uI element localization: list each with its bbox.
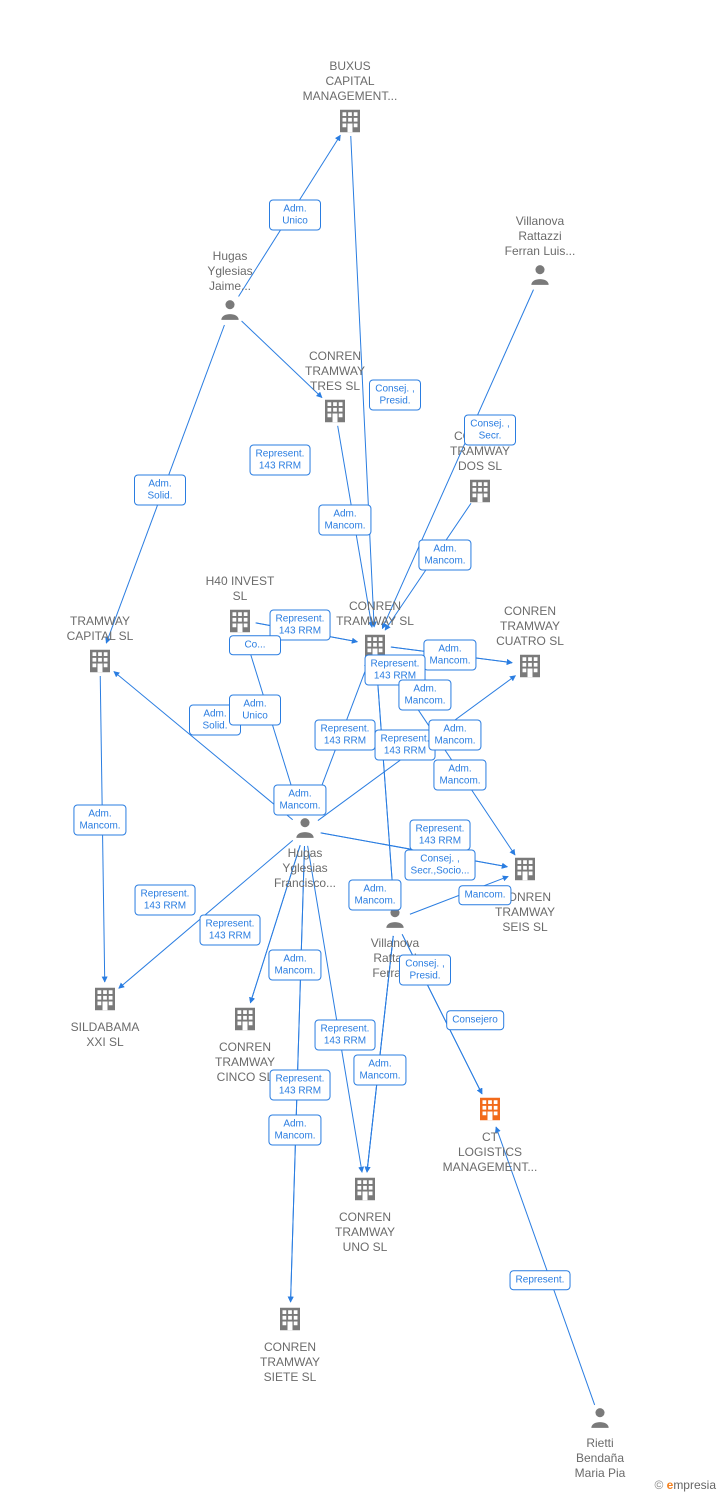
edge-label: Represent.143 RRM — [270, 1070, 331, 1101]
edge-line — [376, 663, 394, 904]
node-label: CONRENTRAMWAYSIETE SL — [235, 1340, 345, 1385]
edge-label: Adm.Mancom. — [418, 540, 471, 571]
building-icon — [90, 984, 120, 1014]
node-label: SILDABAMAXXI SL — [50, 1020, 160, 1050]
node-ct_log[interactable]: CTLOGISTICSMANAGEMENT... — [435, 1094, 545, 1175]
edge-label: Represent.143 RRM — [135, 885, 196, 916]
building-icon — [515, 651, 545, 681]
edge-label: Adm.Mancom. — [433, 760, 486, 791]
person-icon — [217, 296, 243, 322]
node-label: CONRENTRAMWAYCUATRO SL — [475, 604, 585, 649]
person-icon — [527, 261, 553, 287]
edge-label: Represent.143 RRM — [200, 915, 261, 946]
node-buxus[interactable]: BUXUSCAPITALMANAGEMENT... — [295, 59, 405, 140]
node-hugas_f[interactable]: HugasYglesiasFrancisco... — [250, 814, 360, 891]
person-icon — [587, 1404, 613, 1430]
edge-label: Adm.Mancom. — [353, 1055, 406, 1086]
edge-label: Co... — [229, 635, 281, 655]
node-conren_cuatro[interactable]: CONRENTRAMWAYCUATRO SL — [475, 604, 585, 685]
node-label: H40 INVESTSL — [185, 574, 295, 604]
copyright-symbol: © — [654, 1478, 663, 1492]
building-icon — [510, 854, 540, 884]
node-label: HugasYglesiasJaime... — [175, 249, 285, 294]
edge-label: Represent.143 RRM — [315, 720, 376, 751]
node-hugas_j[interactable]: HugasYglesiasJaime... — [175, 249, 285, 326]
edge-label: Adm.Solid. — [134, 475, 186, 506]
edge-label: Represent.143 RRM — [410, 820, 471, 851]
node-sildabama[interactable]: SILDABAMAXXI SL — [50, 984, 160, 1050]
node-label: CONRENTRAMWAYUNO SL — [310, 1210, 420, 1255]
building-icon — [465, 476, 495, 506]
building-icon — [85, 646, 115, 676]
edge-label: Consej. ,Presid. — [369, 380, 421, 411]
person-icon — [292, 814, 318, 840]
node-conren_uno[interactable]: CONRENTRAMWAYUNO SL — [310, 1174, 420, 1255]
edge-label: Adm.Mancom. — [428, 720, 481, 751]
node-label: BUXUSCAPITALMANAGEMENT... — [295, 59, 405, 104]
building-icon — [335, 106, 365, 136]
building-icon — [475, 1094, 505, 1124]
node-label: TRAMWAYCAPITAL SL — [45, 614, 155, 644]
node-label: HugasYglesiasFrancisco... — [250, 846, 360, 891]
building-icon — [275, 1304, 305, 1334]
node-rietti[interactable]: RiettiBendañaMaria Pia — [545, 1404, 655, 1481]
node-conren_siete[interactable]: CONRENTRAMWAYSIETE SL — [235, 1304, 345, 1385]
building-icon — [320, 396, 350, 426]
edge-label: Adm.Mancom. — [73, 805, 126, 836]
edge-label: Adm.Mancom. — [423, 640, 476, 671]
edge-label: Adm.Mancom. — [398, 680, 451, 711]
edge-label: Consej. ,Presid. — [399, 955, 451, 986]
brand-rest: mpresia — [673, 1478, 716, 1492]
footer-copyright: © empresia — [654, 1478, 716, 1492]
building-icon — [225, 606, 255, 636]
node-tramway_cap[interactable]: TRAMWAYCAPITAL SL — [45, 614, 155, 680]
edge-label: Adm.Mancom. — [268, 1115, 321, 1146]
edge-label: Adm.Mancom. — [268, 950, 321, 981]
node-label: CONRENTRAMWAY SL — [320, 599, 430, 629]
edge-label: Adm.Mancom. — [318, 505, 371, 536]
edge-line — [376, 663, 394, 904]
node-label: RiettiBendañaMaria Pia — [545, 1436, 655, 1481]
edge-label: Represent.143 RRM — [250, 445, 311, 476]
node-villanova_fl[interactable]: VillanovaRattazziFerran Luis... — [485, 214, 595, 291]
edge-label: Represent.143 RRM — [375, 730, 436, 761]
node-label: CTLOGISTICSMANAGEMENT... — [435, 1130, 545, 1175]
edge-label: Represent. — [510, 1270, 571, 1290]
edge-label: Adm.Mancom. — [348, 880, 401, 911]
edge-label: Mancom. — [458, 885, 511, 905]
edge-label: Consejero — [446, 1010, 504, 1030]
edge-label: Represent.143 RRM — [315, 1020, 376, 1051]
building-icon — [230, 1004, 260, 1034]
building-icon — [350, 1174, 380, 1204]
edge-label: Adm.Unico — [269, 200, 321, 231]
edge-label: Adm.Unico — [229, 695, 281, 726]
edge-label: Consej. ,Secr. — [464, 415, 516, 446]
edge-label: Adm.Mancom. — [273, 785, 326, 816]
edge-label: Consej. ,Secr.,Socio... — [405, 850, 476, 881]
node-label: VillanovaRattazziFerran Luis... — [485, 214, 595, 259]
